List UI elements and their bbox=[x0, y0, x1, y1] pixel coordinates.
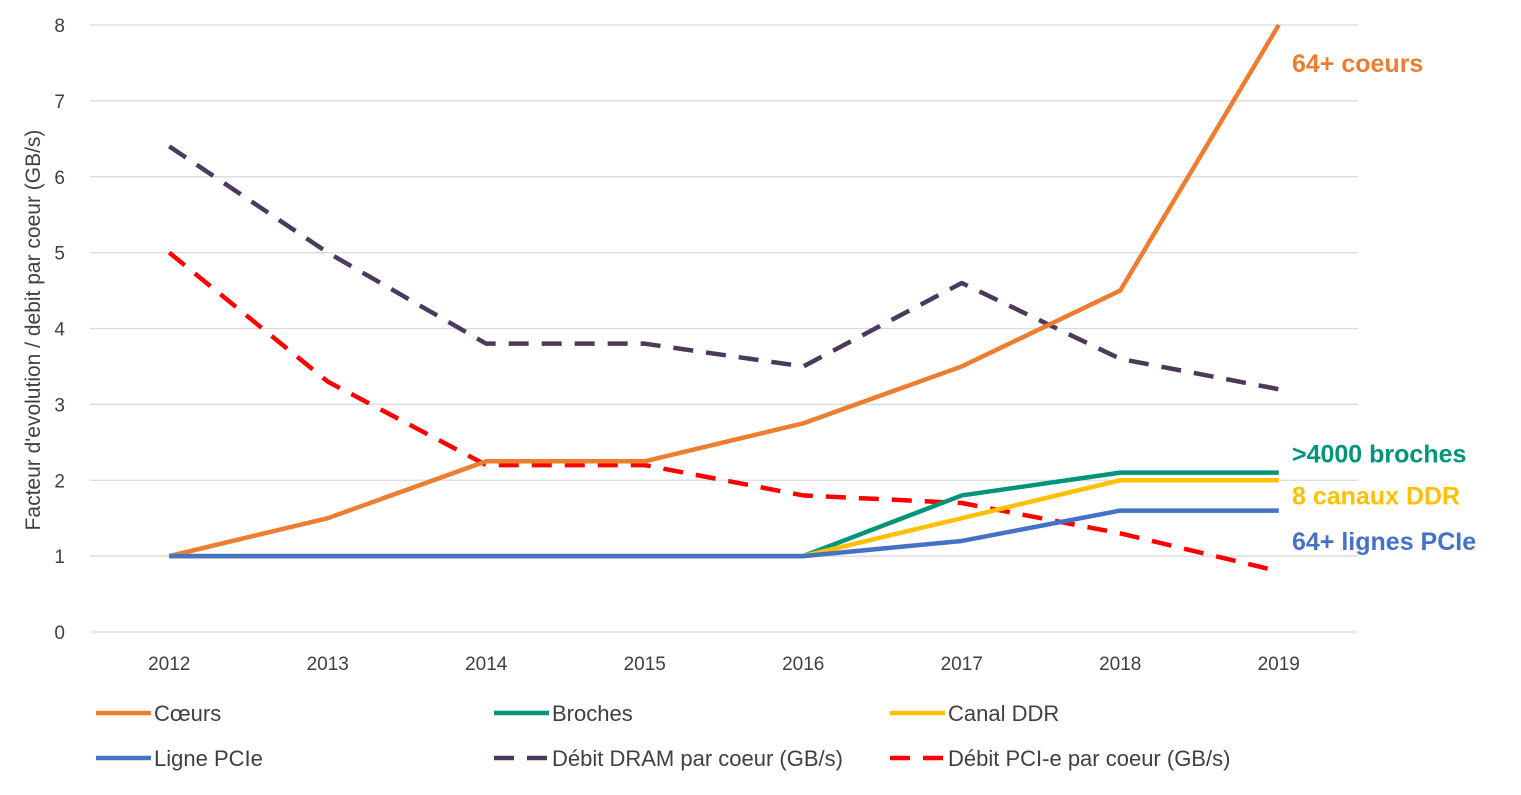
series-line-2 bbox=[169, 478, 1279, 559]
y-tick-label: 4 bbox=[54, 320, 65, 341]
series-line-3 bbox=[169, 508, 1279, 559]
x-tick-label: 2012 bbox=[148, 654, 190, 675]
gridlines bbox=[90, 24, 1358, 633]
y-tick-label: 5 bbox=[54, 244, 65, 265]
series-line-0 bbox=[168, 23, 1281, 559]
y-axis-label: Facteur d'evolution / debit par coeur (G… bbox=[22, 130, 45, 531]
legend-label: Broches bbox=[552, 701, 633, 726]
legend-label: Canal DDR bbox=[948, 701, 1059, 726]
x-axis-ticks: 2012 2013 2014 2015 2016 2017 2018 2019 bbox=[148, 654, 1300, 675]
x-tick-label: 2015 bbox=[624, 654, 666, 675]
x-tick-label: 2016 bbox=[782, 654, 824, 675]
x-tick-label: 2017 bbox=[941, 654, 983, 675]
y-tick-label: 0 bbox=[54, 623, 65, 644]
series-line-4 bbox=[167, 144, 1280, 392]
x-tick-label: 2014 bbox=[465, 654, 508, 675]
annotations: 64+ coeurs >4000 broches 8 canaux DDR 64+ l… bbox=[1292, 50, 1476, 556]
annotation-label: >4000 broches bbox=[1292, 441, 1466, 469]
legend-label: Débit PCI-e par coeur (GB/s) bbox=[948, 746, 1230, 771]
y-tick-label: 2 bbox=[54, 471, 65, 492]
x-tick-label: 2013 bbox=[307, 654, 349, 675]
y-tick-label: 3 bbox=[54, 395, 65, 416]
y-tick-label: 1 bbox=[54, 547, 65, 568]
annotation-label: 64+ lignes PCIe bbox=[1292, 528, 1476, 556]
annotation-label: 8 canaux DDR bbox=[1292, 482, 1460, 510]
y-tick-label: 6 bbox=[54, 168, 65, 189]
annotation-label: 64+ coeurs bbox=[1292, 50, 1423, 78]
x-tick-label: 2018 bbox=[1099, 654, 1141, 675]
legend-label: Débit DRAM par coeur (GB/s) bbox=[552, 746, 843, 771]
y-axis-ticks: 0 1 2 3 4 5 6 7 8 bbox=[54, 16, 65, 644]
series-line-5 bbox=[167, 250, 1280, 574]
legend-label: Ligne PCIe bbox=[154, 746, 263, 771]
y-tick-label: 8 bbox=[54, 16, 65, 37]
legend-label: Cœurs bbox=[154, 701, 221, 726]
y-tick-label: 7 bbox=[54, 92, 65, 113]
x-tick-label: 2019 bbox=[1258, 654, 1300, 675]
legend: Cœurs Broches Canal DDR Ligne PCIe Débit DRA… bbox=[96, 701, 1230, 771]
series-lines bbox=[167, 23, 1281, 574]
